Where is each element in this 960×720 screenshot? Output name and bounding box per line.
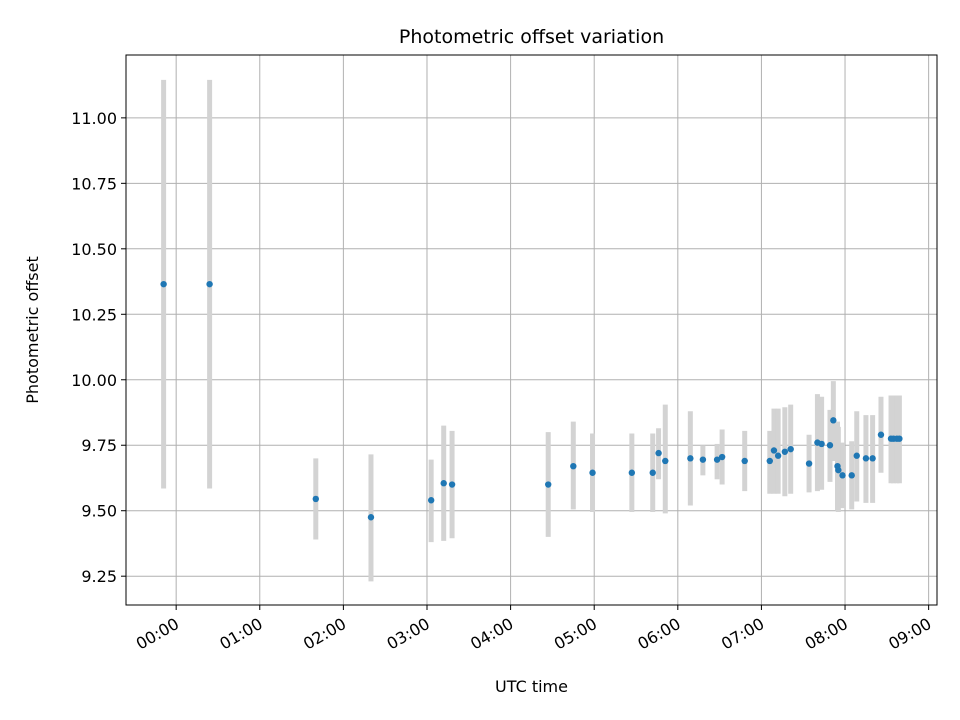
x-axis-label: UTC time <box>495 677 568 696</box>
data-point <box>877 431 885 438</box>
data-point <box>781 448 789 455</box>
grid-lines <box>126 55 937 605</box>
y-tick-label: 9.50 <box>81 502 117 521</box>
plot-frame <box>125 54 938 606</box>
data-point <box>662 457 669 465</box>
chart-title: Photometric offset variation <box>399 26 664 48</box>
data-point <box>770 447 778 454</box>
y-tick-label: 10.75 <box>71 174 117 193</box>
y-tick-label: 10.50 <box>71 240 117 259</box>
data-point <box>545 481 552 488</box>
data-point <box>826 442 834 449</box>
data-point <box>818 440 825 448</box>
data-point <box>628 469 636 476</box>
data-point <box>367 514 375 521</box>
data-point <box>206 280 213 288</box>
y-tick-label: 9.25 <box>81 567 117 586</box>
data-point <box>896 435 903 442</box>
data-point <box>839 472 846 479</box>
data-point <box>774 452 782 459</box>
data-point <box>687 455 694 462</box>
y-tick-label: 11.00 <box>71 109 117 128</box>
y-tick-label: 9.75 <box>81 436 117 455</box>
y-axis-label: Photometric offset <box>23 256 42 404</box>
data-point <box>589 469 596 476</box>
data-point <box>787 445 794 453</box>
data-point <box>853 452 860 459</box>
data-point <box>699 456 707 463</box>
data-point <box>830 417 837 424</box>
data-point <box>805 460 813 467</box>
data-point <box>312 495 319 503</box>
data-point <box>862 455 870 462</box>
data-point <box>440 480 447 487</box>
y-axis-ticks: 9.25 9.50 9.75 10.00 10.25 10.50 10.75 11.00 <box>71 109 126 586</box>
data-point <box>655 449 662 457</box>
y-tick-label: 10.00 <box>71 371 117 390</box>
data-point <box>766 457 773 465</box>
data-point <box>848 472 855 479</box>
data-point <box>718 453 726 461</box>
data-points <box>160 280 903 521</box>
data-point <box>713 456 721 463</box>
y-tick-label: 10.25 <box>71 305 117 324</box>
data-point <box>741 457 748 465</box>
data-point <box>160 280 167 288</box>
data-point <box>448 481 456 488</box>
data-point <box>427 497 435 504</box>
data-point <box>835 466 842 474</box>
data-point <box>649 469 656 476</box>
data-point <box>570 462 577 470</box>
data-point <box>869 455 876 462</box>
